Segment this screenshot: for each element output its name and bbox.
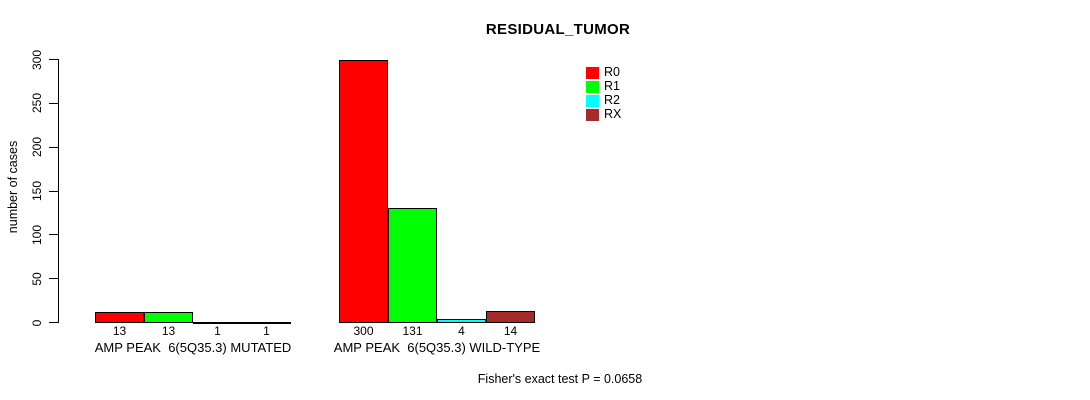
y-axis-line	[58, 59, 59, 323]
x-axis-category-label: AMP PEAK 6(5Q35.3) WILD-TYPE	[333, 340, 541, 355]
bar-value-label: 14	[503, 324, 518, 338]
x-axis-category-label: AMP PEAK 6(5Q35.3) MUTATED	[94, 340, 292, 355]
y-axis-tick	[49, 102, 58, 104]
bar-value-label: 1	[263, 324, 270, 338]
bar-rx-group0	[242, 322, 291, 324]
bar-value-label: 4	[458, 324, 465, 338]
bar-r0-group0	[95, 312, 144, 323]
y-axis-tick	[49, 59, 58, 60]
y-axis-tick-label: 50	[30, 271, 44, 286]
bar-r2-group1	[437, 319, 486, 323]
y-axis-tick-label: 300	[30, 49, 44, 70]
footnote-text: Fisher's exact test P = 0.0658	[477, 372, 643, 386]
legend-label-r0: R0	[604, 65, 620, 79]
legend-swatch-rx	[586, 108, 599, 121]
y-axis-tick-label: 200	[30, 137, 44, 158]
chart-title: RESIDUAL_TUMOR	[485, 21, 631, 38]
y-axis-tick	[49, 278, 58, 280]
legend-item-r1: R1	[586, 80, 621, 93]
legend-swatch-r2	[586, 94, 599, 107]
y-axis-tick-label: 0	[30, 319, 44, 326]
y-axis-tick	[49, 146, 58, 148]
bar-r1-group1	[388, 208, 437, 323]
legend-label-r1: R1	[604, 79, 620, 93]
y-axis-tick	[49, 190, 58, 192]
legend-label-rx: RX	[604, 107, 622, 121]
legend-item-r2: R2	[586, 94, 621, 107]
y-axis-tick-label: 100	[30, 224, 44, 245]
bar-r2-group0	[193, 322, 242, 324]
bar-value-label: 300	[353, 324, 374, 338]
bar-r0-group1	[339, 60, 388, 323]
y-axis-tick	[49, 234, 58, 236]
y-axis-tick-label: 150	[30, 180, 44, 202]
bar-value-label: 131	[402, 324, 423, 338]
legend-item-rx: RX	[586, 108, 621, 121]
legend-label-r2: R2	[604, 93, 620, 107]
bar-rx-group1	[486, 311, 535, 323]
y-axis-tick	[49, 322, 58, 323]
bar-value-label: 13	[112, 324, 127, 338]
bar-value-label: 13	[161, 324, 176, 338]
bar-value-label: 1	[214, 324, 221, 338]
legend-swatch-r1	[586, 80, 599, 93]
legend-swatch-r0	[586, 66, 599, 79]
y-axis-tick-label: 250	[30, 93, 44, 114]
legend: R0 R1 R2 RX	[586, 66, 621, 122]
bar-r1-group0	[144, 312, 193, 323]
legend-item-r0: R0	[586, 66, 621, 79]
